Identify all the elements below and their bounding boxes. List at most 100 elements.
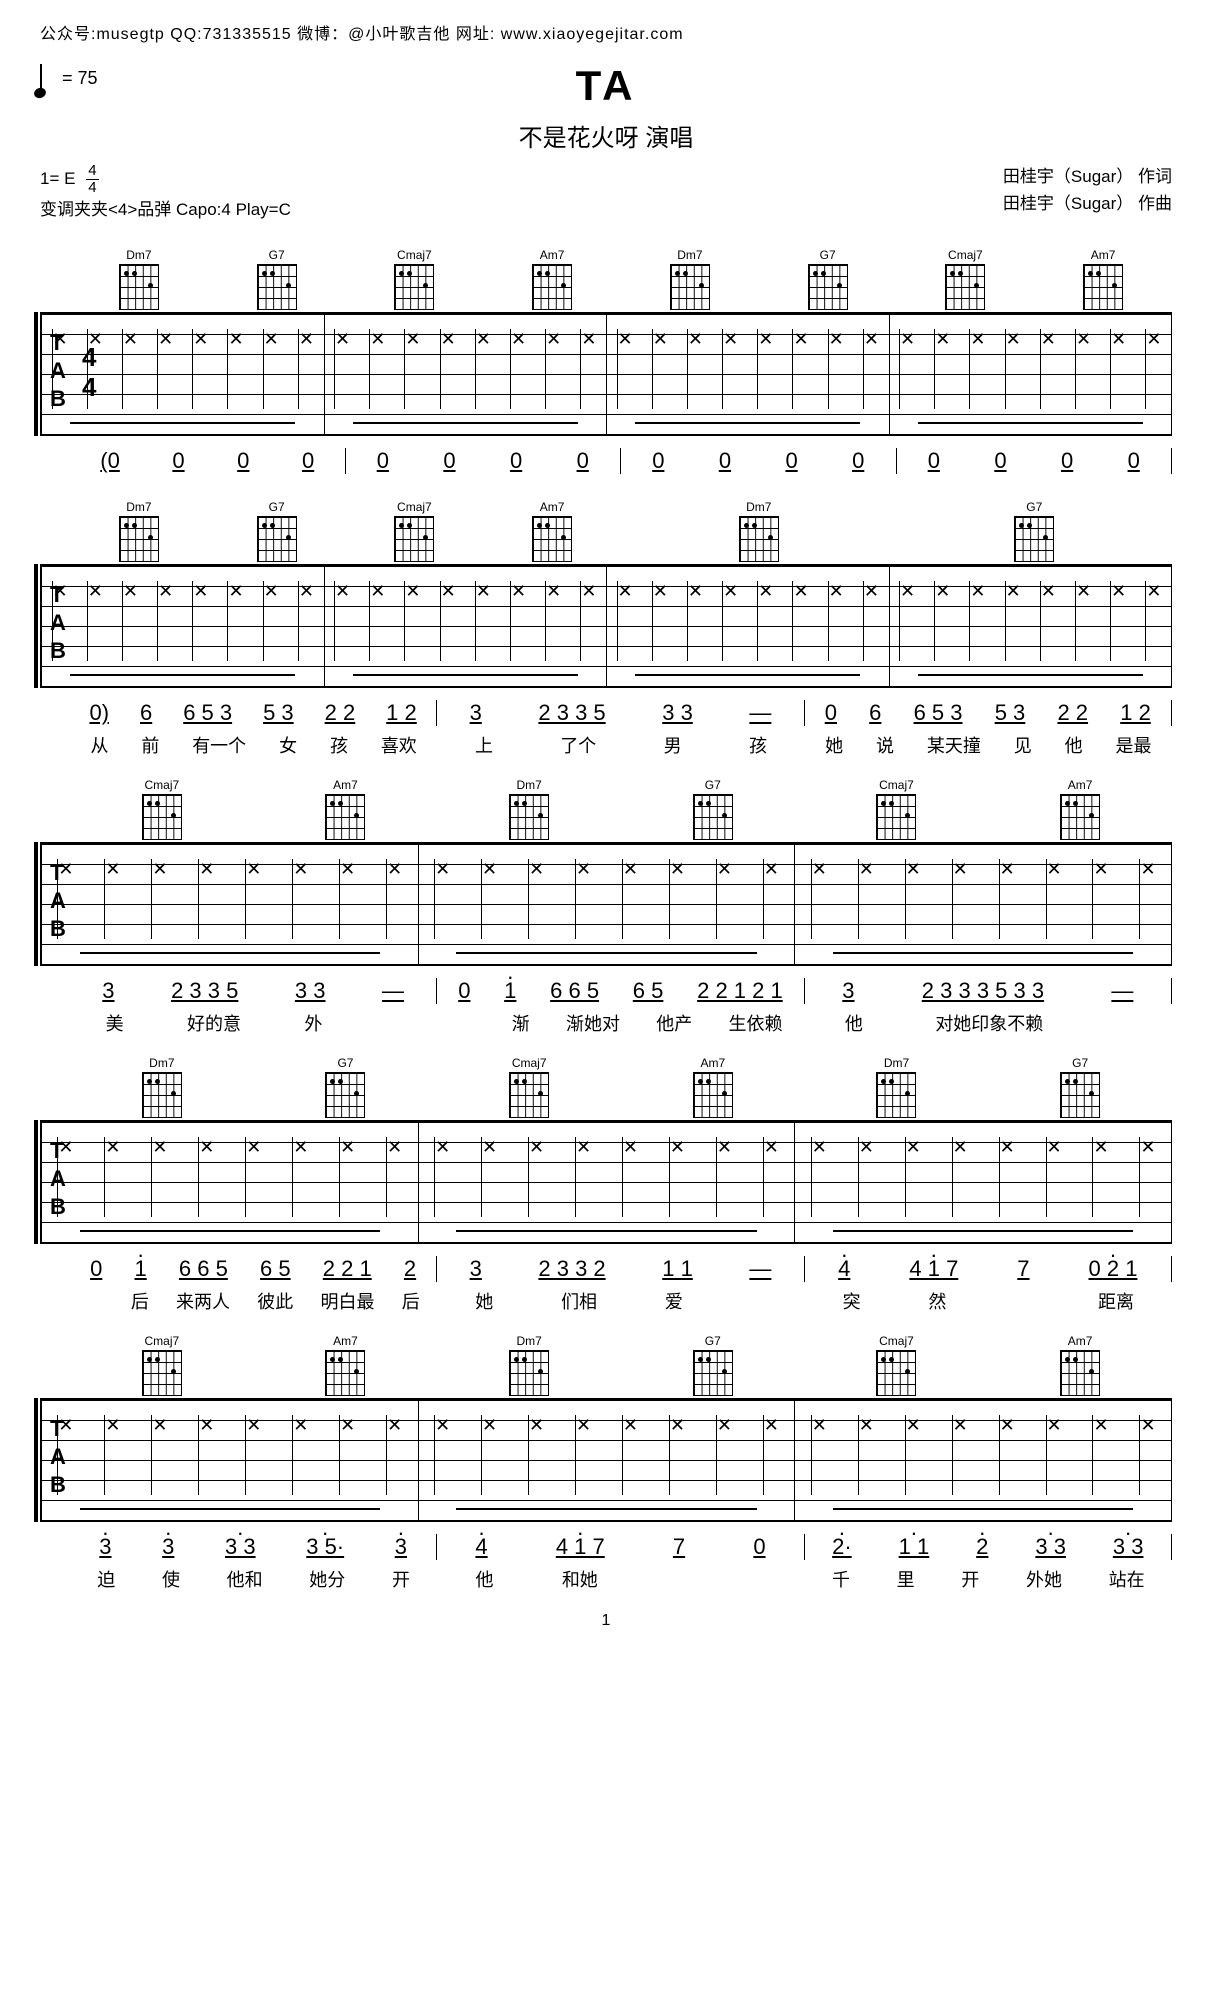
number-measure: 333 33 5·3 (70, 1534, 437, 1560)
lyrics-measure: 美好的意外 (70, 1010, 437, 1036)
chord-row: Cmaj7 Am7 Dm7 G7 Cmaj7 Am7 (40, 778, 1172, 840)
chord-diagram: Dm7 (509, 1334, 549, 1396)
chord-diagram: Cmaj7 (394, 248, 434, 310)
strum-x (811, 859, 827, 939)
number-note: 0 (377, 448, 389, 474)
number-note: 0 (652, 448, 664, 474)
strum-x (263, 329, 279, 409)
number-note: 6 5 (260, 1256, 291, 1282)
chord-measure: Cmaj7 Am7 (70, 1334, 437, 1396)
strum-x (481, 1415, 497, 1495)
lyric-char: 迫 (97, 1566, 115, 1592)
strum-x (575, 859, 591, 939)
strum-x (811, 1415, 827, 1495)
number-note: 1 2 (1120, 700, 1151, 726)
chord-diagram: Am7 (532, 500, 572, 562)
tab-staff: TAB44 (40, 312, 1172, 436)
tab-staff: TAB (40, 1120, 1172, 1244)
number-note: 2 3 3 5 (171, 978, 238, 1004)
chord-diagram: Cmaj7 (142, 1334, 182, 1396)
strum-x (122, 581, 138, 661)
strum-x (969, 581, 985, 661)
tab-staff: TAB (40, 842, 1172, 966)
number-measure: 32 3 3 53 3— (437, 700, 804, 726)
lyric-char (666, 1566, 682, 1592)
strum-x (481, 859, 497, 939)
lyric-char (459, 1010, 475, 1036)
number-note: — (1111, 978, 1133, 1004)
strum-x (292, 859, 308, 939)
lyrics-measure: 突然距离 (805, 1288, 1172, 1314)
tab-measure (419, 1400, 796, 1520)
number-measure: 44 1 770 2 1 (805, 1256, 1172, 1282)
lyric-char: 好的意 (187, 1010, 241, 1036)
strum-x (404, 581, 420, 661)
number-note: 0 (577, 448, 589, 474)
number-note: 0 (458, 978, 470, 1004)
strum-x (934, 329, 950, 409)
strum-x (858, 859, 874, 939)
strum-x (263, 581, 279, 661)
strum-x (669, 1137, 685, 1217)
chord-name: Am7 (693, 1056, 733, 1070)
number-note: 1 (135, 1256, 147, 1282)
number-note: 3 3 (1035, 1534, 1066, 1560)
tab-measure (419, 844, 796, 964)
strum-x (192, 329, 208, 409)
quarter-note-icon (40, 64, 52, 92)
chord-name: Dm7 (739, 500, 779, 514)
strum-x (298, 329, 314, 409)
strum-x (1145, 581, 1161, 661)
chord-name: Cmaj7 (945, 248, 985, 262)
lyric-char: 开 (392, 1566, 410, 1592)
chord-name: Dm7 (509, 778, 549, 792)
chord-diagram: G7 (257, 500, 297, 562)
strum-x (716, 1415, 732, 1495)
lyrics-measure: 她说某天撞见他是最 (805, 732, 1172, 758)
strum-x (334, 581, 350, 661)
chord-grid (1060, 1072, 1100, 1118)
tab-staff: TAB (40, 564, 1172, 688)
strum-x (792, 581, 808, 661)
tab-measure (42, 1122, 419, 1242)
strum-x (104, 1415, 120, 1495)
beam (353, 422, 578, 424)
chord-grid (1014, 516, 1054, 562)
chord-measure: Dm7 G7 (70, 500, 346, 562)
timesig-bottom: 4 (86, 180, 98, 196)
chord-measure: Cmaj7 Am7 (437, 1056, 804, 1118)
number-note: 3 5· (306, 1534, 344, 1560)
lyric-char (1014, 1288, 1030, 1314)
number-measure: 0)66 5 35 32 21 2 (70, 700, 437, 726)
number-note: 0 (237, 448, 249, 474)
number-note: 0 (852, 448, 864, 474)
strum-x (245, 859, 261, 939)
chord-name: Dm7 (142, 1056, 182, 1070)
lyric-char: 男 (664, 732, 682, 758)
strum-x (652, 329, 668, 409)
strum-x (575, 1137, 591, 1217)
number-note: 6 5 (633, 978, 664, 1004)
number-note: 7 (673, 1534, 685, 1560)
chord-grid (876, 794, 916, 840)
chord-name: Cmaj7 (876, 1334, 916, 1348)
lyrics-measure: 迫使他和她分开 (70, 1566, 437, 1592)
strum-x (669, 859, 685, 939)
chord-name: G7 (1060, 1056, 1100, 1070)
number-note: 3 3 (1113, 1534, 1144, 1560)
chord-diagram: G7 (325, 1056, 365, 1118)
beam (456, 952, 757, 954)
strum-x (899, 329, 915, 409)
chord-grid (325, 1350, 365, 1396)
strum-x (828, 581, 844, 661)
chord-grid (876, 1072, 916, 1118)
lyrics-measure: 后来两人彼此明白最后 (70, 1288, 437, 1314)
song-title: TA (40, 62, 1172, 110)
lyric-char: 然 (928, 1288, 946, 1314)
chord-diagram: G7 (257, 248, 297, 310)
number-note: 2 3 3 2 (538, 1256, 605, 1282)
strum-x (999, 859, 1015, 939)
number-note: 0 (1061, 448, 1073, 474)
chord-name: G7 (693, 778, 733, 792)
lyric-char: 爱 (665, 1288, 683, 1314)
